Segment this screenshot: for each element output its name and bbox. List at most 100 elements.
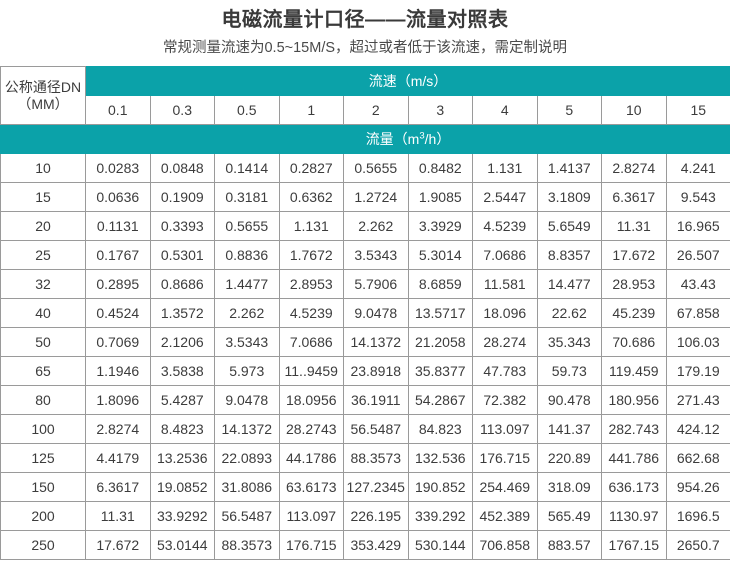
speed-col-7: 5 bbox=[536, 95, 602, 125]
flow-value-cell: 1.8096 bbox=[85, 385, 151, 415]
flow-value-cell: 4.241 bbox=[665, 153, 730, 183]
dn-header-line2: （MM） bbox=[17, 95, 69, 112]
flow-value-cell: 2.262 bbox=[343, 211, 409, 241]
flow-value-cell: 2.8953 bbox=[278, 269, 344, 299]
flow-value-cell: 23.8918 bbox=[343, 356, 409, 386]
flow-value-cell: 26.507 bbox=[665, 240, 730, 270]
flow-value-cell: 1.131 bbox=[472, 153, 538, 183]
table-row: 125 4.4179 13.2536 22.0893 44.1786 88.3573 132… bbox=[0, 443, 730, 473]
flow-value-cell: 2.5447 bbox=[472, 182, 538, 212]
flow-value-cell: 127.2345 bbox=[343, 472, 409, 502]
flow-value-cell: 67.858 bbox=[665, 298, 730, 328]
flow-value-cell: 53.0144 bbox=[149, 530, 215, 560]
flow-value-cell: 141.37 bbox=[536, 414, 602, 444]
dn-value-cell: 100 bbox=[0, 414, 86, 444]
flow-value-cell: 1.131 bbox=[278, 211, 344, 241]
flow-value-cell: 54.2867 bbox=[407, 385, 473, 415]
flow-value-cell: 13.5717 bbox=[407, 298, 473, 328]
speed-col-9: 15 bbox=[665, 95, 730, 125]
flow-value-cell: 1.4137 bbox=[536, 153, 602, 183]
flow-value-cell: 0.1767 bbox=[85, 240, 151, 270]
flow-value-cell: 179.19 bbox=[665, 356, 730, 386]
flow-value-cell: 22.62 bbox=[536, 298, 602, 328]
flow-group-header: 流量（m3/h） bbox=[84, 124, 730, 154]
flow-value-cell: 5.973 bbox=[214, 356, 280, 386]
dn-value-cell: 50 bbox=[0, 327, 86, 357]
dn-value-cell: 250 bbox=[0, 530, 86, 560]
flow-value-cell: 35.343 bbox=[536, 327, 602, 357]
flow-value-cell: 2650.7 bbox=[665, 530, 730, 560]
flow-value-cell: 22.0893 bbox=[214, 443, 280, 473]
flow-value-cell: 0.3393 bbox=[149, 211, 215, 241]
flow-value-cell: 883.57 bbox=[536, 530, 602, 560]
flow-value-cell: 0.5301 bbox=[149, 240, 215, 270]
flow-value-cell: 113.097 bbox=[278, 501, 344, 531]
speed-col-3: 1 bbox=[278, 95, 344, 125]
flow-value-cell: 44.1786 bbox=[278, 443, 344, 473]
flow-value-cell: 3.1809 bbox=[536, 182, 602, 212]
flow-value-cell: 530.144 bbox=[407, 530, 473, 560]
flow-value-cell: 11.31 bbox=[601, 211, 667, 241]
flow-value-cell: 1.7672 bbox=[278, 240, 344, 270]
flow-value-cell: 1130.97 bbox=[601, 501, 667, 531]
flow-value-cell: 6.3617 bbox=[601, 182, 667, 212]
dn-value-cell: 65 bbox=[0, 356, 86, 386]
flow-value-cell: 424.12 bbox=[665, 414, 730, 444]
table-head: 公称通径DN （MM） 流速（m/s） 0.1 0.3 0.5 1 2 3 4 … bbox=[0, 66, 730, 154]
header-row-flow: 流量（m3/h） bbox=[0, 124, 730, 154]
header-row-speeds: 0.1 0.3 0.5 1 2 3 4 5 10 15 bbox=[1, 95, 730, 125]
flow-value-cell: 9.0478 bbox=[214, 385, 280, 415]
flow-value-cell: 33.9292 bbox=[149, 501, 215, 531]
flow-value-cell: 7.0686 bbox=[278, 327, 344, 357]
dn-value-cell: 200 bbox=[0, 501, 86, 531]
speed-col-8: 10 bbox=[601, 95, 667, 125]
table-row: 80 1.8096 5.4287 9.0478 18.0956 36.1911 54.286… bbox=[0, 385, 730, 415]
flow-value-cell: 0.7069 bbox=[85, 327, 151, 357]
speed-col-1: 0.3 bbox=[149, 95, 215, 125]
header-row-group: 公称通径DN （MM） 流速（m/s） bbox=[0, 66, 730, 125]
dn-value-cell: 10 bbox=[0, 153, 86, 183]
flow-value-cell: 271.43 bbox=[665, 385, 730, 415]
flow-label-suffix: /h） bbox=[424, 131, 451, 147]
dn-value-cell: 15 bbox=[0, 182, 86, 212]
flow-value-cell: 56.5487 bbox=[214, 501, 280, 531]
page-subtitle: 常规测量流速为0.5~15M/S，超过或者低于该流速，需定制说明 bbox=[162, 40, 568, 56]
flow-value-cell: 0.0636 bbox=[85, 182, 151, 212]
flow-value-cell: 43.43 bbox=[665, 269, 730, 299]
flow-value-cell: 0.8836 bbox=[214, 240, 280, 270]
flow-value-cell: 2.1206 bbox=[149, 327, 215, 357]
flow-value-cell: 5.7906 bbox=[343, 269, 409, 299]
flow-value-cell: 47.783 bbox=[472, 356, 538, 386]
flow-value-cell: 452.389 bbox=[472, 501, 538, 531]
table-row: 20 0.1131 0.3393 0.5655 1.131 2.262 3.3929 4.52… bbox=[0, 211, 730, 241]
flow-value-cell: 6.3617 bbox=[85, 472, 151, 502]
flow-value-cell: 90.478 bbox=[536, 385, 602, 415]
flow-value-cell: 176.715 bbox=[278, 530, 344, 560]
flow-value-cell: 0.2827 bbox=[278, 153, 344, 183]
flow-value-cell: 5.3014 bbox=[407, 240, 473, 270]
flow-value-cell: 11.581 bbox=[472, 269, 538, 299]
flow-value-cell: 84.823 bbox=[407, 414, 473, 444]
flow-value-cell: 339.292 bbox=[407, 501, 473, 531]
flow-value-cell: 3.5838 bbox=[149, 356, 215, 386]
flow-value-cell: 441.786 bbox=[601, 443, 667, 473]
flow-value-cell: 4.5239 bbox=[278, 298, 344, 328]
table-row: 25 0.1767 0.5301 0.8836 1.7672 3.5343 5.3014 7.… bbox=[0, 240, 730, 270]
flow-value-cell: 28.274 bbox=[472, 327, 538, 357]
flow-value-cell: 70.686 bbox=[601, 327, 667, 357]
flow-value-cell: 4.5239 bbox=[472, 211, 538, 241]
flow-value-cell: 8.8357 bbox=[536, 240, 602, 270]
flow-value-cell: 14.1372 bbox=[343, 327, 409, 357]
speed-col-2: 0.5 bbox=[214, 95, 280, 125]
flow-value-cell: 88.3573 bbox=[214, 530, 280, 560]
flow-value-cell: 11.31 bbox=[85, 501, 151, 531]
flow-value-cell: 0.6362 bbox=[278, 182, 344, 212]
flow-value-cell: 0.1414 bbox=[214, 153, 280, 183]
flow-value-cell: 1.4477 bbox=[214, 269, 280, 299]
flow-value-cell: 11..9459 bbox=[278, 356, 344, 386]
flow-value-cell: 2.262 bbox=[214, 298, 280, 328]
flow-value-cell: 1.2724 bbox=[343, 182, 409, 212]
dn-value-cell: 150 bbox=[0, 472, 86, 502]
flow-value-cell: 318.09 bbox=[536, 472, 602, 502]
